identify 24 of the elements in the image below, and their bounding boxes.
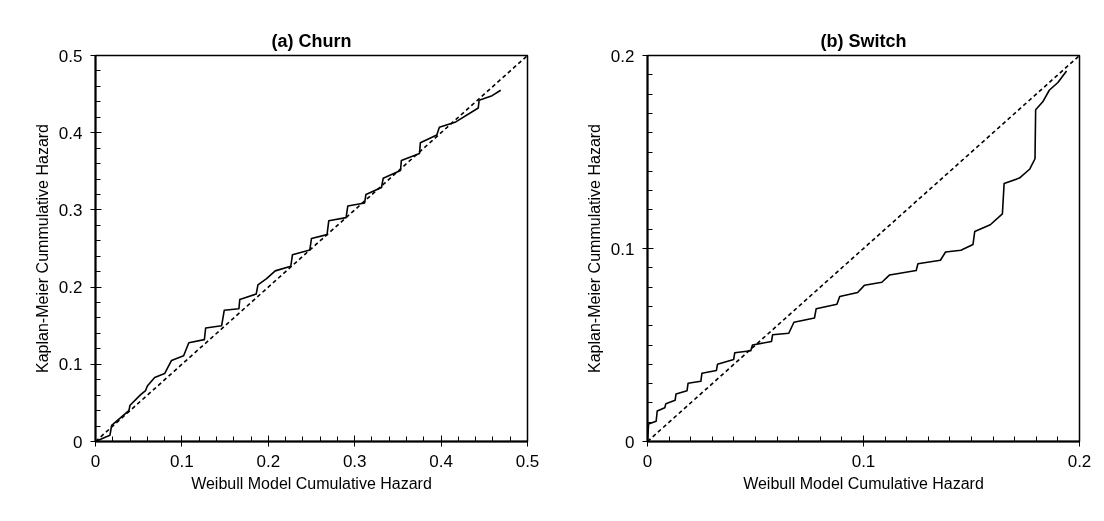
y-tick-label: 0 bbox=[73, 432, 83, 452]
chart-title: (b) Switch bbox=[820, 30, 907, 51]
y-tick-label: 0.2 bbox=[610, 46, 635, 66]
y-tick-label: 0.2 bbox=[58, 278, 83, 298]
x-tick-label: 0.1 bbox=[170, 451, 194, 471]
x-tick-label: 0 bbox=[90, 451, 101, 471]
y-tick-label: 0.4 bbox=[58, 123, 83, 143]
chart-title: (a) Churn bbox=[271, 30, 352, 51]
x-axis-title: Weibull Model Cumulative Hazard bbox=[743, 474, 984, 492]
x-tick-label: 0.1 bbox=[851, 451, 876, 471]
x-tick-label: 0.5 bbox=[515, 451, 540, 471]
y-axis-title: Kaplan-Meier Cummulative Hazard bbox=[33, 124, 51, 373]
x-tick-label: 0 bbox=[642, 451, 653, 471]
y-tick-label: 0.1 bbox=[610, 239, 635, 259]
y-tick-label: 0.3 bbox=[58, 200, 83, 220]
y-axis-title: Kaplan-Meier Cummulative Hazard bbox=[585, 124, 603, 373]
x-tick-label: 0.2 bbox=[1067, 451, 1092, 471]
x-axis-title: Weibull Model Cumulative Hazard bbox=[191, 474, 432, 492]
x-tick-label: 0.2 bbox=[256, 451, 281, 471]
y-tick-label: 0.5 bbox=[58, 46, 83, 66]
y-tick-label: 0.1 bbox=[58, 355, 83, 375]
x-tick-label: 0.4 bbox=[429, 451, 453, 471]
x-tick-label: 0.3 bbox=[342, 451, 367, 471]
y-tick-label: 0 bbox=[625, 432, 635, 452]
